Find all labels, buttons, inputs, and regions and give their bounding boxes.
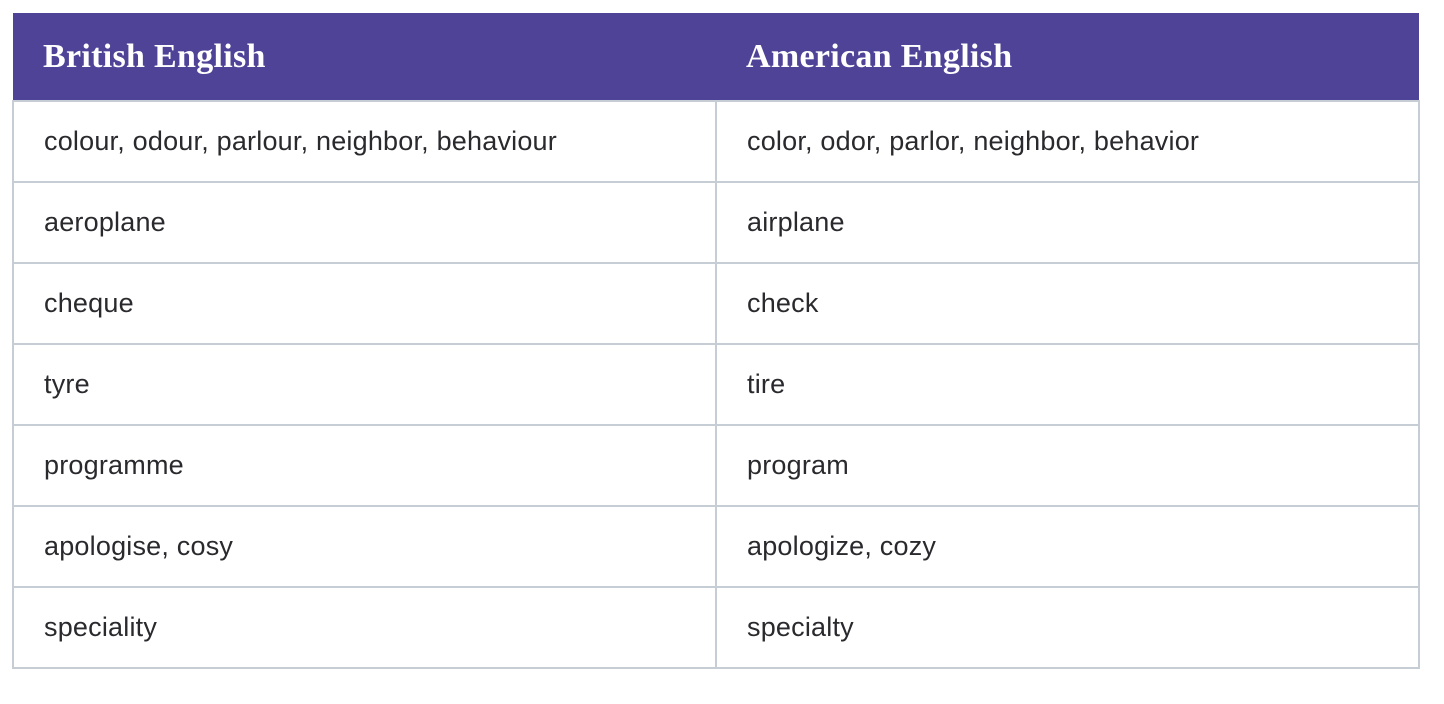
table-header: British English American English — [13, 13, 1419, 101]
table-row: speciality specialty — [12, 586, 1420, 669]
table-row: colour, odour, parlour, neighbor, behavi… — [12, 100, 1420, 183]
cell-british: aeroplane — [12, 181, 717, 264]
cell-british: colour, odour, parlour, neighbor, behavi… — [12, 100, 717, 183]
table-body: colour, odour, parlour, neighbor, behavi… — [12, 100, 1420, 669]
cell-american: specialty — [715, 586, 1420, 669]
spelling-comparison-table-container: British English American English colour,… — [12, 13, 1420, 669]
table-row: apologise, cosy apologize, cozy — [12, 505, 1420, 588]
cell-british: tyre — [12, 343, 717, 426]
cell-british: speciality — [12, 586, 717, 669]
column-header-american-english: American English — [716, 13, 1419, 101]
cell-american: apologize, cozy — [715, 505, 1420, 588]
table-row: tyre tire — [12, 343, 1420, 426]
cell-american: tire — [715, 343, 1420, 426]
table-row: aeroplane airplane — [12, 181, 1420, 264]
table-row: programme program — [12, 424, 1420, 507]
cell-british: programme — [12, 424, 717, 507]
cell-british: cheque — [12, 262, 717, 345]
cell-american: color, odor, parlor, neighbor, behavior — [715, 100, 1420, 183]
cell-american: check — [715, 262, 1420, 345]
cell-american: program — [715, 424, 1420, 507]
cell-american: airplane — [715, 181, 1420, 264]
column-header-british-english: British English — [13, 13, 716, 101]
header-row: British English American English — [13, 13, 1419, 101]
spelling-comparison-table: British English American English colour,… — [12, 13, 1420, 669]
table-row: cheque check — [12, 262, 1420, 345]
cell-british: apologise, cosy — [12, 505, 717, 588]
